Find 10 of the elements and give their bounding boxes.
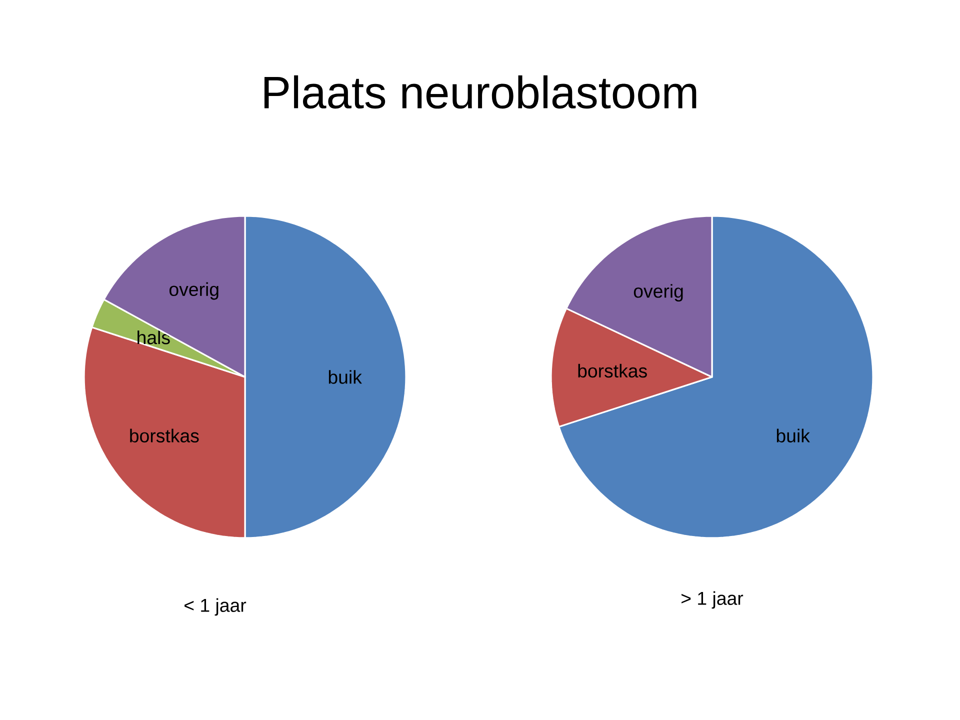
slice-label: borstkas [578,364,647,378]
slice-label: hals [138,330,170,344]
chart-title: Plaats neuroblastoom [264,75,696,109]
slice-label: borstkas [130,428,199,442]
text: > 1 jaar [682,591,744,609]
slice-label: overig [634,284,683,302]
slice-label: buik [776,428,810,442]
slice-label: overig [169,282,218,300]
slice-label: buik [328,370,362,384]
text: < 1 jaar [184,598,246,616]
